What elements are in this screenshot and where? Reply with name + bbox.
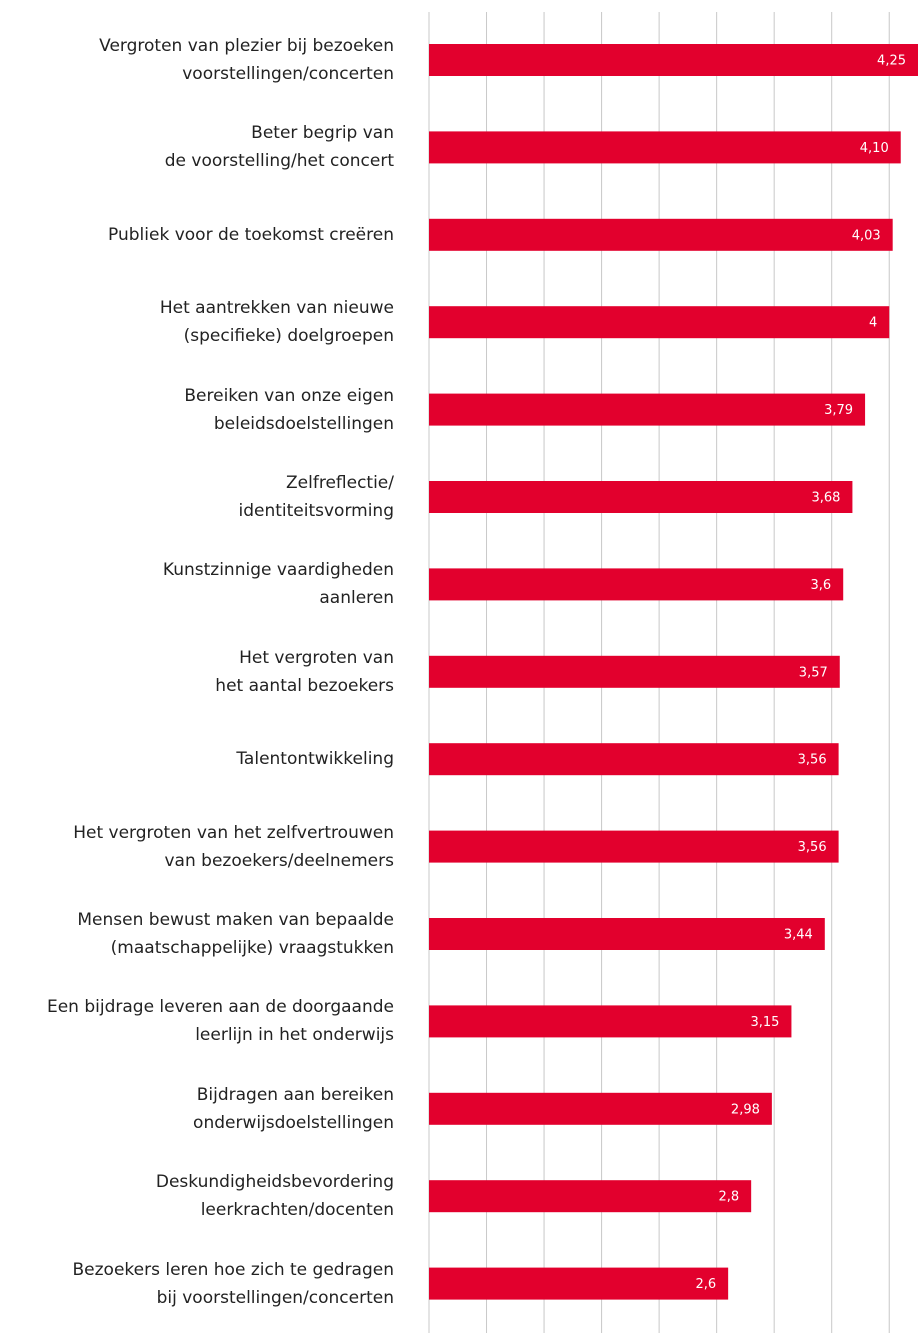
bar bbox=[429, 1267, 729, 1300]
value-label: 3,44 bbox=[784, 928, 813, 943]
category-label: Het vergroten van het aantal bezoekers bbox=[215, 647, 394, 696]
value-label: 3,68 bbox=[811, 491, 840, 506]
value-label: 2,98 bbox=[731, 1102, 760, 1117]
bar bbox=[429, 218, 893, 251]
category-label: Bezoekers leren hoe zich te gedragen bij… bbox=[72, 1259, 395, 1308]
category-label: Bereiken van onze eigen beleidsdoelstell… bbox=[184, 385, 394, 434]
category-label: Vergroten van plezier bij bezoeken voors… bbox=[99, 36, 394, 84]
category-label: Talentontwikkeling bbox=[236, 749, 394, 770]
value-label: 4 bbox=[869, 316, 877, 331]
value-label: 3,6 bbox=[811, 578, 832, 593]
bar bbox=[429, 743, 839, 776]
bar bbox=[429, 1092, 772, 1125]
bar bbox=[429, 393, 866, 426]
category-label: Bijdragen aan bereiken onderwijsdoelstel… bbox=[193, 1084, 394, 1133]
bar bbox=[429, 44, 918, 76]
value-label: 3,79 bbox=[824, 403, 853, 418]
category-label: Een bijdrage leveren aan de doorgaande l… bbox=[46, 997, 394, 1046]
category-label: Het vergroten van het zelfvertrouwen van… bbox=[73, 822, 394, 871]
category-label: Beter begrip van de voorstelling/het con… bbox=[164, 123, 394, 172]
bar bbox=[429, 655, 840, 688]
value-label: 3,15 bbox=[750, 1015, 779, 1030]
value-label: 4,03 bbox=[852, 228, 881, 243]
bar bbox=[429, 568, 844, 601]
value-label: 4,25 bbox=[877, 54, 906, 69]
bar bbox=[429, 918, 825, 950]
value-label: 3,57 bbox=[799, 665, 828, 680]
bar bbox=[429, 1005, 792, 1038]
category-label: Mensen bewust maken van bepaalde (maatsc… bbox=[77, 910, 394, 958]
category-label: Zelfreflectie/ identiteitsvorming bbox=[238, 473, 394, 521]
bar bbox=[429, 306, 890, 339]
value-label: 4,10 bbox=[860, 141, 889, 156]
category-label: Publiek voor de toekomst creëren bbox=[108, 224, 394, 245]
value-label: 2,6 bbox=[695, 1277, 716, 1292]
category-label: Deskundigheidsbevordering leerkrachten/d… bbox=[155, 1172, 394, 1221]
value-label: 3,56 bbox=[798, 753, 827, 768]
bar bbox=[429, 830, 839, 863]
bar bbox=[429, 481, 853, 513]
bar bbox=[429, 131, 901, 164]
value-label: 2,8 bbox=[718, 1190, 739, 1205]
bar bbox=[429, 1180, 752, 1213]
category-label: Kunstzinnige vaardigheden aanleren bbox=[162, 560, 394, 609]
category-label: Het aantrekken van nieuwe (specifieke) d… bbox=[159, 298, 394, 347]
value-label: 3,56 bbox=[798, 840, 827, 855]
